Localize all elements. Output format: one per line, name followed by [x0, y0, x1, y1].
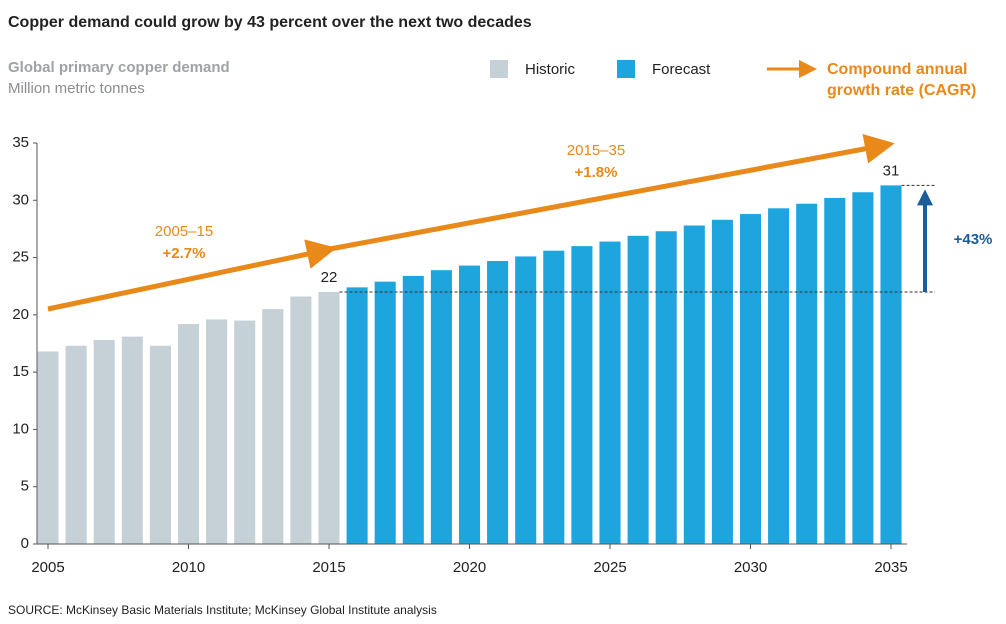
bar	[515, 256, 537, 544]
cagr-period: 2005–15	[155, 223, 213, 240]
growth-label: +43%	[954, 231, 993, 248]
bar	[739, 214, 762, 544]
bar	[458, 265, 481, 544]
cagr-arrow	[47, 239, 337, 312]
data-label: 22	[321, 269, 338, 286]
bar	[487, 261, 509, 544]
bar	[346, 287, 368, 544]
bar	[37, 351, 59, 544]
bar	[880, 185, 902, 545]
y-tick-label: 35	[12, 134, 29, 151]
y-tick-label: 5	[21, 478, 29, 495]
bar	[234, 320, 256, 544]
data-label: 31	[883, 162, 900, 179]
x-tick-label: 2030	[734, 559, 767, 576]
x-tick-label: 2035	[874, 559, 907, 576]
cagr-rate: +1.8%	[575, 164, 618, 181]
y-tick-label: 0	[21, 535, 29, 552]
x-tick-label: 2015	[312, 559, 345, 576]
bar	[402, 275, 424, 544]
legend-label: Historic	[525, 61, 576, 78]
y-tick-label: 20	[12, 306, 29, 323]
bar	[290, 296, 312, 544]
source: SOURCE: McKinsey Basic Materials Institu…	[8, 603, 437, 617]
bar	[683, 225, 705, 544]
bar	[65, 345, 87, 544]
bar	[796, 203, 818, 545]
bar	[571, 246, 593, 544]
legend: Historic Forecast	[490, 60, 711, 78]
bar	[655, 231, 677, 544]
subtitle: Global primary copper demand	[8, 59, 230, 76]
bar	[206, 319, 228, 544]
bar	[121, 336, 143, 544]
cagr-period: 2015–35	[567, 142, 625, 159]
bar	[627, 235, 649, 544]
bar	[149, 345, 171, 544]
bar	[93, 340, 115, 544]
legend-cagr-label: Compound annual	[827, 61, 967, 78]
legend-swatch	[490, 60, 508, 78]
bar	[543, 250, 565, 544]
cagr-rate: +2.7%	[163, 245, 206, 262]
y-tick-label: 15	[12, 363, 29, 380]
legend-cagr-label: growth rate (CAGR)	[827, 82, 976, 99]
bar	[824, 197, 846, 544]
legend-label: Forecast	[652, 61, 711, 78]
chart-title: Copper demand could grow by 43 percent o…	[8, 14, 532, 31]
y-tick-label: 25	[12, 249, 29, 266]
bar	[599, 241, 621, 544]
y-tick-label: 30	[12, 191, 29, 208]
bar	[768, 208, 790, 544]
x-tick-label: 2010	[172, 559, 205, 576]
bar	[430, 270, 452, 544]
bar	[177, 324, 200, 544]
cagr-arrow	[329, 134, 895, 252]
legend-swatch	[617, 60, 635, 78]
x-tick-label: 2005	[31, 559, 64, 576]
bar	[318, 291, 340, 544]
x-tick-label: 2025	[593, 559, 626, 576]
bar	[852, 192, 874, 544]
bar	[262, 309, 284, 544]
x-tick-label: 2020	[453, 559, 486, 576]
y-axis-label: Million metric tonnes	[8, 80, 145, 97]
bar	[711, 219, 733, 544]
y-tick-label: 10	[12, 420, 29, 437]
bar	[374, 281, 396, 544]
